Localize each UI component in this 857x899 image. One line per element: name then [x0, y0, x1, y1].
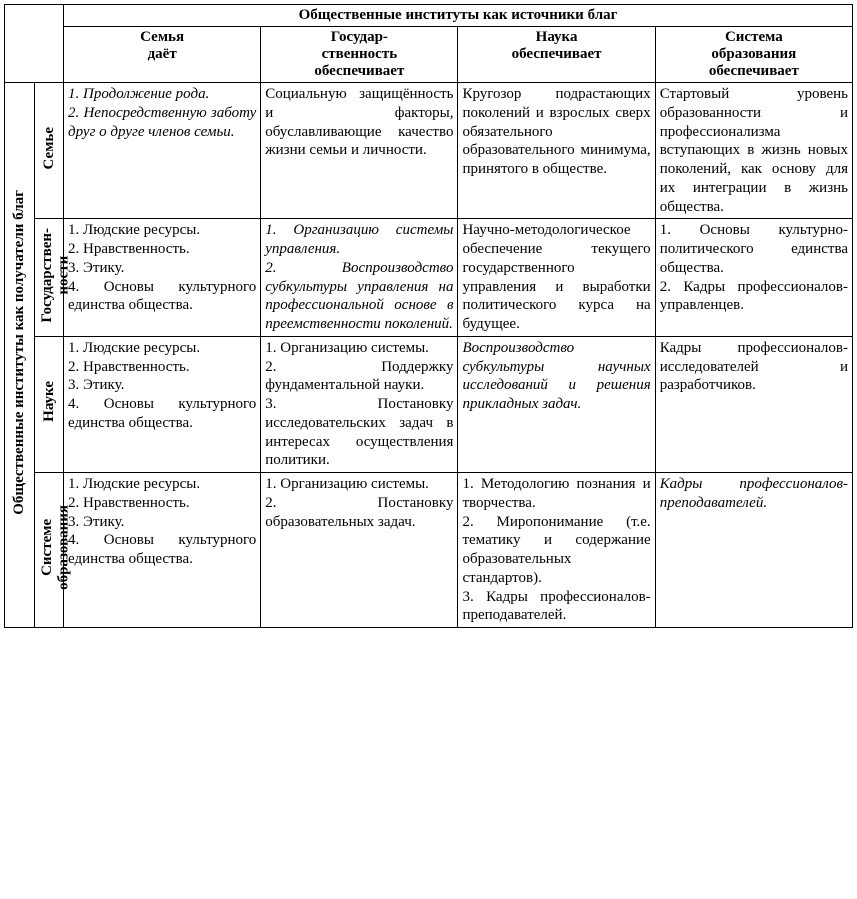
- col3-l2: обеспечивает: [512, 46, 602, 62]
- cell-r2c4: 1. Основы культурно-политического единст…: [655, 219, 852, 337]
- cell-r2c2: 1. Организацию системы управления.2. Вос…: [261, 219, 458, 337]
- cell-r3c2: 1. Организацию системы.2. Поддержку фунд…: [261, 336, 458, 472]
- col2-l3: обеспечивает: [314, 63, 404, 79]
- col1-l2: даёт: [148, 46, 177, 62]
- side-r3: Науке: [34, 336, 64, 472]
- col4-l3: обеспечивает: [709, 63, 799, 79]
- cell-r4c4: Кадры профессионалов-преподавателей.: [655, 473, 852, 628]
- side-r2-l2: ности: [55, 256, 71, 295]
- col-header-state: Государ- ственность обеспечивает: [261, 27, 458, 83]
- col2-l1: Государ-: [331, 29, 388, 45]
- col-header-education: Система образования обеспечивает: [655, 27, 852, 83]
- row-science: Науке 1. Людские ресурсы.2. Нравственнос…: [5, 336, 853, 472]
- cell-r4c2: 1. Организацию системы.2. Постановку обр…: [261, 473, 458, 628]
- header-row-2: Семья даёт Государ- ственность обеспечив…: [5, 27, 853, 83]
- side-r3-text: Науке: [41, 381, 58, 422]
- cell-r3c1: 1. Людские ресурсы.2. Нравственность.3. …: [64, 336, 261, 472]
- institutions-matrix-table: Общественные институты как источники бла…: [4, 4, 853, 628]
- side-main: Общественные институты как получатели бл…: [5, 83, 35, 628]
- corner-blank: [5, 5, 64, 83]
- col4-l1: Система: [725, 29, 783, 45]
- col-header-family: Семья даёт: [64, 27, 261, 83]
- cell-r2c1: 1. Людские ресурсы.2. Нравственность.3. …: [64, 219, 261, 337]
- side-r4-l1: Системе: [39, 519, 55, 576]
- side-r1-text: Семье: [41, 127, 58, 169]
- side-main-text: Общественные институты как получатели бл…: [11, 190, 28, 515]
- row-state: Государствен- ности 1. Людские ресурсы.2…: [5, 219, 853, 337]
- side-r2: Государствен- ности: [34, 219, 64, 337]
- cell-r1c3: Кругозор подрастающих поколений и взросл…: [458, 83, 655, 219]
- row-family: Общественные институты как получатели бл…: [5, 83, 853, 219]
- cell-r3c4: Кадры профессионалов-исследователей и ра…: [655, 336, 852, 472]
- side-r2-l1: Государствен-: [39, 228, 55, 323]
- col3-l1: Наука: [536, 29, 578, 45]
- header-row-1: Общественные институты как источники бла…: [5, 5, 853, 27]
- col1-l1: Семья: [140, 29, 184, 45]
- cell-r3c3: Воспроизводство субкультуры научных иссл…: [458, 336, 655, 472]
- cell-r4c3: 1. Методологию познания и творчества.2. …: [458, 473, 655, 628]
- side-r4-l2: образования: [55, 505, 71, 590]
- col4-l2: образования: [711, 46, 796, 62]
- side-r4: Системе образования: [34, 473, 64, 628]
- cell-r1c4: Стартовый уровень образованности и профе…: [655, 83, 852, 219]
- col-header-science: Наука обеспечивает: [458, 27, 655, 83]
- cell-r2c3: Научно-методологическое обеспечение теку…: [458, 219, 655, 337]
- side-r1: Семье: [34, 83, 64, 219]
- header-top-text: Общественные институты как источники бла…: [299, 7, 618, 23]
- cell-r4c1: 1. Людские ресурсы.2. Нравственность.3. …: [64, 473, 261, 628]
- header-top: Общественные институты как источники бла…: [64, 5, 853, 27]
- cell-r1c1: 1. Продолжение рода.2. Непосредственную …: [64, 83, 261, 219]
- row-education: Системе образования 1. Людские ресурсы.2…: [5, 473, 853, 628]
- col2-l2: ственность: [322, 46, 398, 62]
- cell-r1c2: Социальную защищённость и факторы, обусл…: [261, 83, 458, 219]
